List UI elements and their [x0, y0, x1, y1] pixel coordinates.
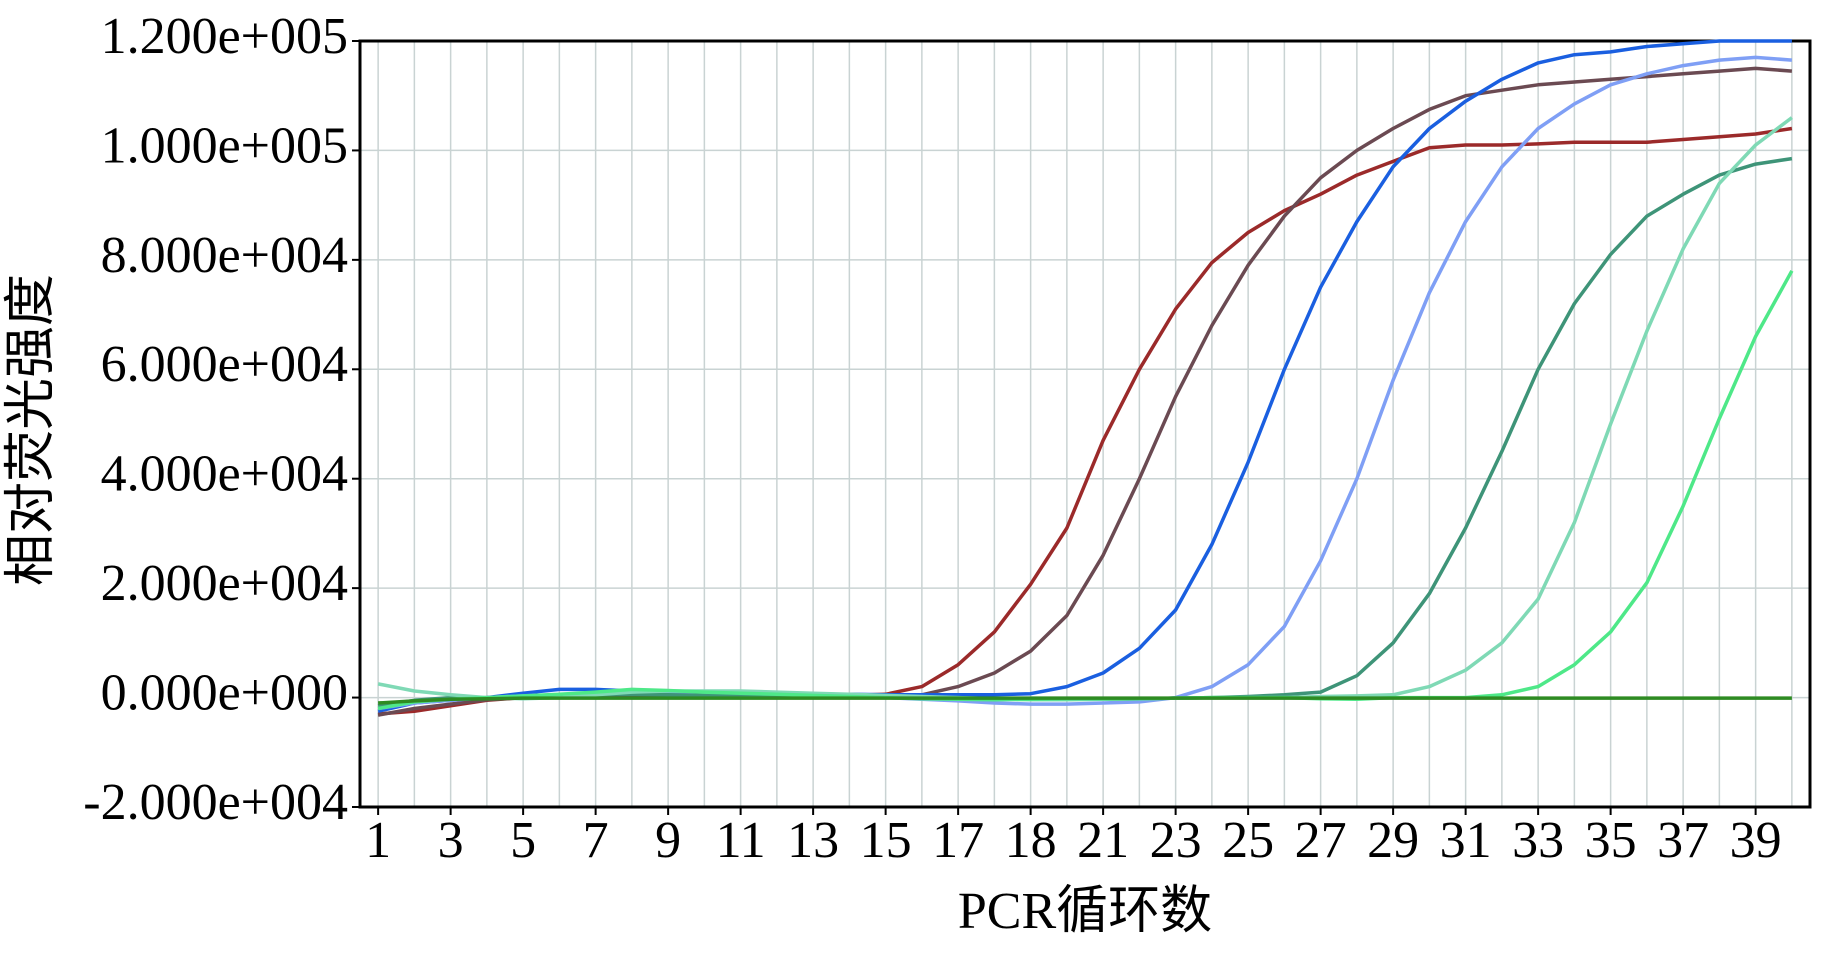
x-tick-label: 7 [583, 812, 609, 869]
x-tick-label: 37 [1657, 812, 1709, 869]
x-tick-label: 29 [1367, 812, 1419, 869]
x-tick-label: 13 [787, 812, 839, 869]
y-tick-label: 4.000e+004 [101, 446, 348, 503]
x-tick-label: 15 [860, 812, 912, 869]
y-tick-label: 2.000e+004 [101, 555, 348, 612]
x-tick-label: 39 [1730, 812, 1782, 869]
x-tick-label: 23 [1150, 812, 1202, 869]
x-tick-label: 17 [932, 812, 984, 869]
y-tick-label: 1.200e+005 [101, 8, 348, 65]
x-tick-label: 21 [1077, 812, 1129, 869]
x-tick-label: 1 [365, 812, 391, 869]
x-axis-title: PCR循环数 [958, 883, 1212, 940]
x-tick-label: 3 [438, 812, 464, 869]
x-tick-label: 33 [1512, 812, 1564, 869]
series-line [377, 696, 1792, 705]
y-axis-title: 相对荧光强度 [3, 274, 60, 586]
x-tick-label: 9 [655, 812, 681, 869]
plot-frame [358, 39, 1812, 809]
y-tick-label: 1.000e+005 [101, 117, 348, 174]
y-tick-label: 0.000e+000 [101, 665, 348, 722]
y-tick-label: 8.000e+004 [101, 227, 348, 284]
x-tick-label: 35 [1585, 812, 1637, 869]
x-tick-label: 31 [1440, 812, 1492, 869]
x-tick-label: 27 [1295, 812, 1347, 869]
x-tick-label: 5 [510, 812, 536, 869]
x-tick-label: 11 [716, 812, 766, 869]
x-tick-label: 18 [1005, 812, 1057, 869]
y-tick-label: -2.000e+004 [83, 774, 348, 831]
x-tick-label: 25 [1222, 812, 1274, 869]
y-tick-label: 6.000e+004 [101, 336, 348, 393]
